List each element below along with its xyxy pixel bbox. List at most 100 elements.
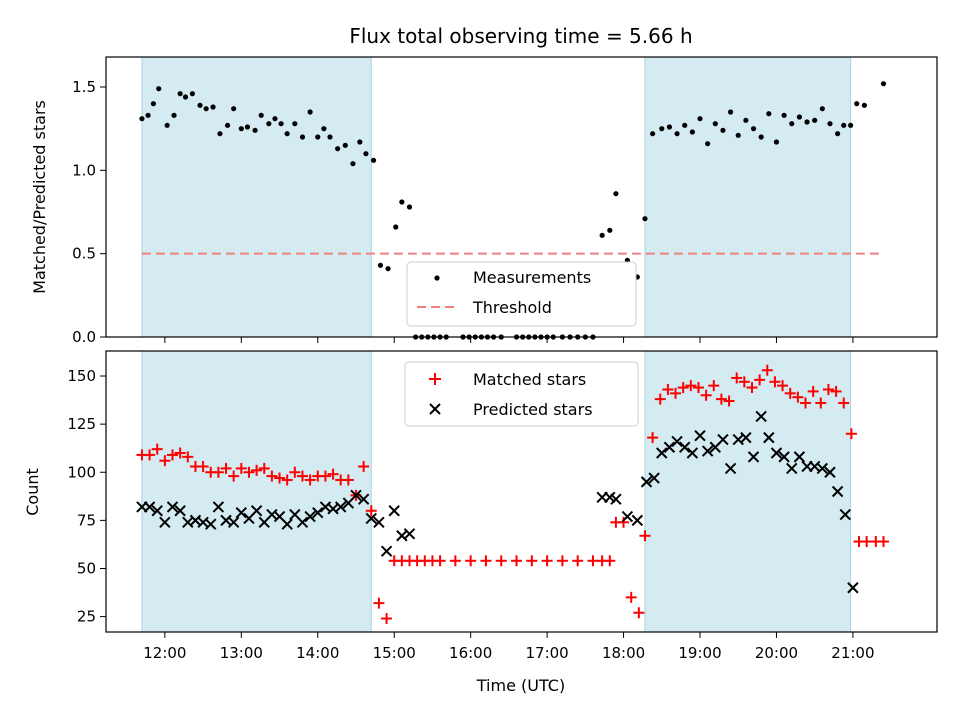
top-legend-box (406, 261, 637, 327)
predicted-star-point (770, 447, 783, 459)
measurement-point (164, 122, 170, 128)
legend-marker-matched (429, 373, 441, 385)
predicted-star-point (671, 435, 683, 448)
matched-star-point (670, 387, 682, 399)
legend-marker-measurements (434, 275, 440, 281)
matched-star-point (708, 380, 720, 392)
measurement-point (307, 109, 313, 115)
legend-label-measurements: Measurements (473, 268, 591, 287)
matched-star-point (526, 555, 538, 567)
measurement-point (357, 139, 363, 145)
matched-star-point (861, 536, 873, 548)
top-ytick-label: 1.5 (72, 78, 96, 96)
predicted-star-point (786, 462, 798, 475)
predicted-star-point (747, 451, 760, 463)
measurement-point (697, 116, 703, 122)
matched-star-point (381, 613, 393, 625)
measurement-point (406, 204, 413, 210)
measurement-point (393, 224, 399, 230)
measurement-point (145, 112, 151, 118)
matched-star-point (784, 387, 796, 399)
predicted-star-point (380, 545, 393, 557)
xtick-label: 18:00 (602, 644, 645, 662)
xtick-label: 19:00 (678, 644, 721, 662)
measurement-point (284, 131, 290, 137)
predicted-star-point (793, 451, 806, 463)
predicted-star-point (166, 501, 179, 513)
matched-star-point (235, 462, 247, 474)
matched-star-point (807, 385, 819, 397)
measurement-point (299, 134, 306, 140)
matched-star-point (662, 383, 674, 395)
bottom-legend-box (404, 361, 639, 427)
predicted-star-point (312, 506, 324, 519)
measurement-point (321, 126, 327, 132)
predicted-star-point (631, 514, 644, 527)
matched-star-point (639, 530, 651, 542)
legend-label-threshold: Threshold (472, 298, 552, 317)
predicted-star-point (235, 506, 248, 519)
measurement-point (197, 102, 203, 108)
measurement-point (335, 146, 341, 152)
matched-star-point (243, 466, 255, 478)
matched-star-point (182, 451, 194, 463)
predicted-star-point (388, 505, 400, 517)
measurement-point (666, 124, 673, 130)
predicted-star-point (357, 493, 370, 505)
matched-star-point (465, 555, 477, 567)
matched-star-point (822, 383, 834, 395)
matched-star-point (289, 466, 301, 478)
measurement-point (642, 216, 648, 222)
predicted-star-point (610, 493, 622, 505)
predicted-star-point (373, 516, 385, 529)
matched-star-point (792, 391, 804, 403)
measurement-point (705, 141, 711, 147)
matched-star-point (877, 536, 889, 548)
matched-star-point (342, 474, 354, 486)
measurement-point (177, 91, 183, 97)
matched-star-point (700, 389, 712, 401)
predicted-star-point (227, 516, 240, 529)
matched-star-point (197, 460, 209, 472)
matched-star-point (449, 555, 461, 567)
top-ytick-label: 0.5 (72, 245, 96, 263)
measurement-point (650, 131, 656, 137)
matched-star-point (144, 449, 156, 461)
xtick-label: 12:00 (143, 644, 186, 662)
measurement-point (210, 104, 216, 110)
measurement-point (781, 112, 787, 118)
measurement-point (712, 121, 718, 127)
matched-star-point (838, 397, 850, 409)
predicted-star-point (694, 429, 706, 442)
matched-star-point (541, 555, 553, 567)
measurement-point (682, 122, 688, 128)
measurement-point (156, 86, 162, 92)
measurement-point (835, 131, 841, 137)
measurement-point (720, 127, 726, 133)
measurement-point (252, 127, 258, 133)
matched-star-point (587, 555, 599, 567)
predicted-star-point (281, 518, 293, 530)
matched-star-point (654, 393, 666, 405)
bottom-ytick-label: 150 (67, 367, 96, 385)
matched-star-point (480, 555, 492, 567)
measurement-point (827, 121, 833, 127)
measurement-point (258, 112, 264, 118)
measurement-point (812, 117, 818, 123)
measurement-point (224, 122, 231, 128)
predicted-star-point (403, 528, 416, 540)
matched-star-point (618, 516, 630, 528)
measurement-point (278, 121, 284, 127)
measurement-point (292, 121, 298, 127)
measurement-point (150, 101, 156, 107)
matched-star-point (754, 374, 766, 386)
measurement-point (315, 134, 321, 140)
measurement-point (848, 122, 854, 128)
predicted-star-point (724, 462, 737, 475)
top-shaded-interval-0 (141, 57, 372, 337)
measurement-point (139, 116, 145, 122)
matched-star-point (511, 555, 523, 567)
predicted-star-point (701, 445, 714, 457)
measurement-point (327, 134, 333, 140)
